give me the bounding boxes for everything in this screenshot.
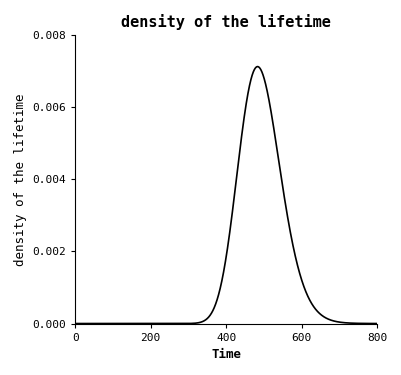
Y-axis label: density of the lifetime: density of the lifetime <box>14 93 27 266</box>
Title: density of the lifetime: density of the lifetime <box>121 14 331 30</box>
X-axis label: Time: Time <box>211 348 241 361</box>
